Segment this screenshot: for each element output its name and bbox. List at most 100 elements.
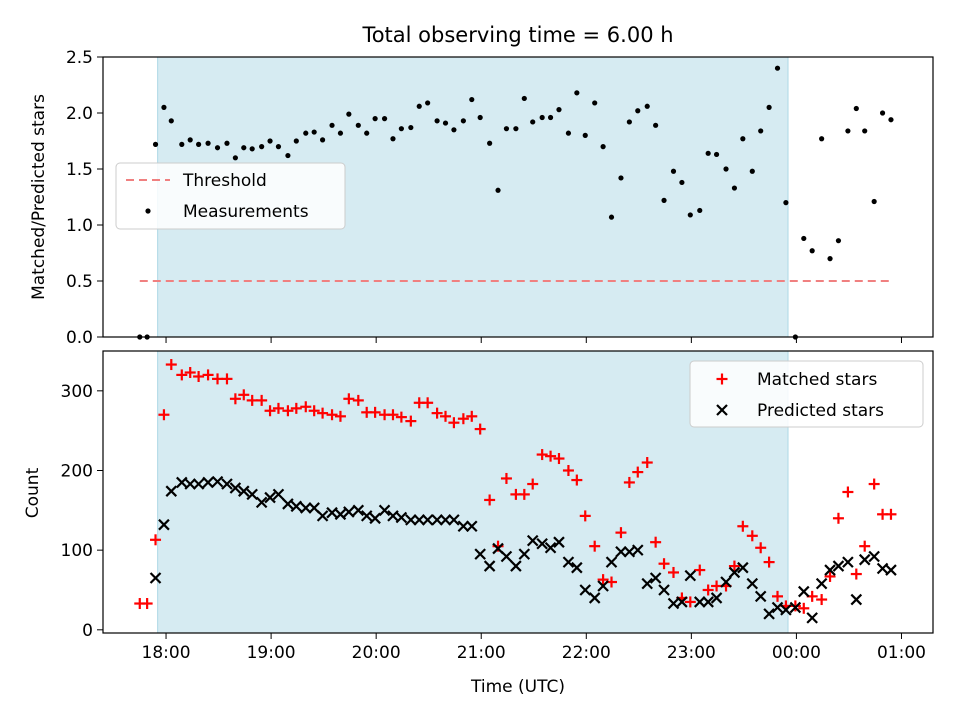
matched-star-point xyxy=(466,410,478,422)
matched-star-point xyxy=(448,417,460,429)
matched-star-point xyxy=(141,598,153,610)
matched-star-point xyxy=(500,472,512,484)
predicted-star-point xyxy=(815,577,828,590)
measurement-point xyxy=(503,126,510,132)
measurement-point xyxy=(618,175,624,181)
predicted-star-point xyxy=(858,553,871,566)
measurement-point xyxy=(460,118,466,124)
predicted-star-point xyxy=(413,514,426,526)
top-y-tick-label: 1.5 xyxy=(66,160,93,180)
matched-star-point xyxy=(579,510,591,522)
bottom-legend-box xyxy=(689,360,924,428)
legend-matched-label: Matched stars xyxy=(757,370,877,390)
matched-star-point xyxy=(352,394,364,406)
measurement-point xyxy=(224,140,230,146)
matched-star-point xyxy=(763,556,775,568)
measurement-point xyxy=(809,248,815,254)
measurement-point xyxy=(179,141,185,147)
predicted-star-point xyxy=(824,564,836,576)
x-tick-label: 18:00 xyxy=(142,643,191,663)
matched-star-point xyxy=(667,566,679,578)
measurement-point xyxy=(416,103,422,109)
matched-star-point xyxy=(387,409,399,421)
measurement-point xyxy=(758,128,764,134)
matched-star-point xyxy=(395,411,407,423)
predicted-star-point xyxy=(641,577,654,590)
measurement-point xyxy=(731,185,738,191)
matched-star-point xyxy=(405,415,417,427)
predicted-star-point xyxy=(184,478,196,490)
predicted-star-point xyxy=(763,608,775,620)
predicted-star-point xyxy=(378,504,391,517)
predicted-star-point xyxy=(746,577,759,590)
measurement-point xyxy=(267,138,273,144)
matched-star-point xyxy=(824,570,836,582)
matched-star-point xyxy=(264,405,276,417)
matched-star-point xyxy=(256,394,268,406)
measurement-point xyxy=(275,144,282,150)
predicted-star-point xyxy=(737,561,749,574)
measurement-point xyxy=(766,104,772,110)
measurement-point xyxy=(723,166,729,172)
measurement-point xyxy=(539,114,545,121)
matched-star-point xyxy=(650,536,662,548)
legend-matched-swatch xyxy=(716,373,728,385)
predicted-star-point xyxy=(483,560,496,572)
predicted-star-point xyxy=(229,482,242,494)
predicted-star-point xyxy=(360,510,373,522)
matched-star-point xyxy=(711,580,723,592)
measurement-point xyxy=(670,168,677,174)
top-y-tick-label: 2.5 xyxy=(66,48,93,68)
predicted-star-point xyxy=(728,566,741,579)
matched-star-point xyxy=(632,466,644,478)
predicted-star-point xyxy=(631,544,644,556)
matched-star-point xyxy=(842,486,854,498)
matched-star-point xyxy=(246,394,258,406)
predicted-star-point xyxy=(395,511,408,524)
legend-threshold-label: Threshold xyxy=(182,171,267,191)
measurement-point xyxy=(835,238,842,244)
x-tick-label: 20:00 xyxy=(352,643,401,663)
measurement-point xyxy=(871,198,877,205)
measurement-point xyxy=(241,145,247,151)
predicted-star-point xyxy=(369,512,381,525)
measurement-point xyxy=(196,141,202,147)
predicted-star-point xyxy=(211,475,224,488)
predicted-star-point xyxy=(553,536,565,548)
measurement-point xyxy=(600,144,606,150)
matched-star-point xyxy=(641,457,653,469)
measurement-point xyxy=(530,119,536,125)
measurement-point xyxy=(653,122,659,128)
matched-star-point xyxy=(484,494,496,506)
predicted-star-point xyxy=(352,504,365,517)
matched-star-point xyxy=(562,464,574,476)
legend-predicted-swatch xyxy=(716,404,728,416)
matched-star-point xyxy=(536,449,548,461)
matched-star-point xyxy=(597,574,609,586)
measurement-point xyxy=(451,127,457,133)
chart-title: Total observing time = 6.00 h xyxy=(361,23,673,47)
measurement-point xyxy=(679,179,685,186)
top-y-axis-label: Matched/Predicted stars xyxy=(29,94,49,300)
predicted-star-point xyxy=(658,584,670,596)
measurement-point xyxy=(697,207,703,214)
predicted-star-point xyxy=(720,576,732,588)
top-legend-box xyxy=(115,162,346,230)
predicted-star-point xyxy=(299,502,312,514)
matched-star-point xyxy=(816,594,828,606)
measurement-point xyxy=(285,152,291,159)
matched-star-point xyxy=(326,409,338,421)
matched-star-point xyxy=(832,512,844,524)
measurement-point xyxy=(565,130,572,136)
matched-star-point xyxy=(422,397,434,409)
top-y-tick-label: 1.0 xyxy=(66,216,93,236)
matched-star-point xyxy=(308,405,320,417)
measurement-point xyxy=(259,144,265,150)
matched-star-point xyxy=(474,423,486,435)
predicted-star-point xyxy=(868,550,880,563)
measurement-point xyxy=(783,200,789,206)
measurement-point xyxy=(408,124,414,131)
measurement-point xyxy=(713,151,720,158)
matched-star-point xyxy=(343,393,355,405)
